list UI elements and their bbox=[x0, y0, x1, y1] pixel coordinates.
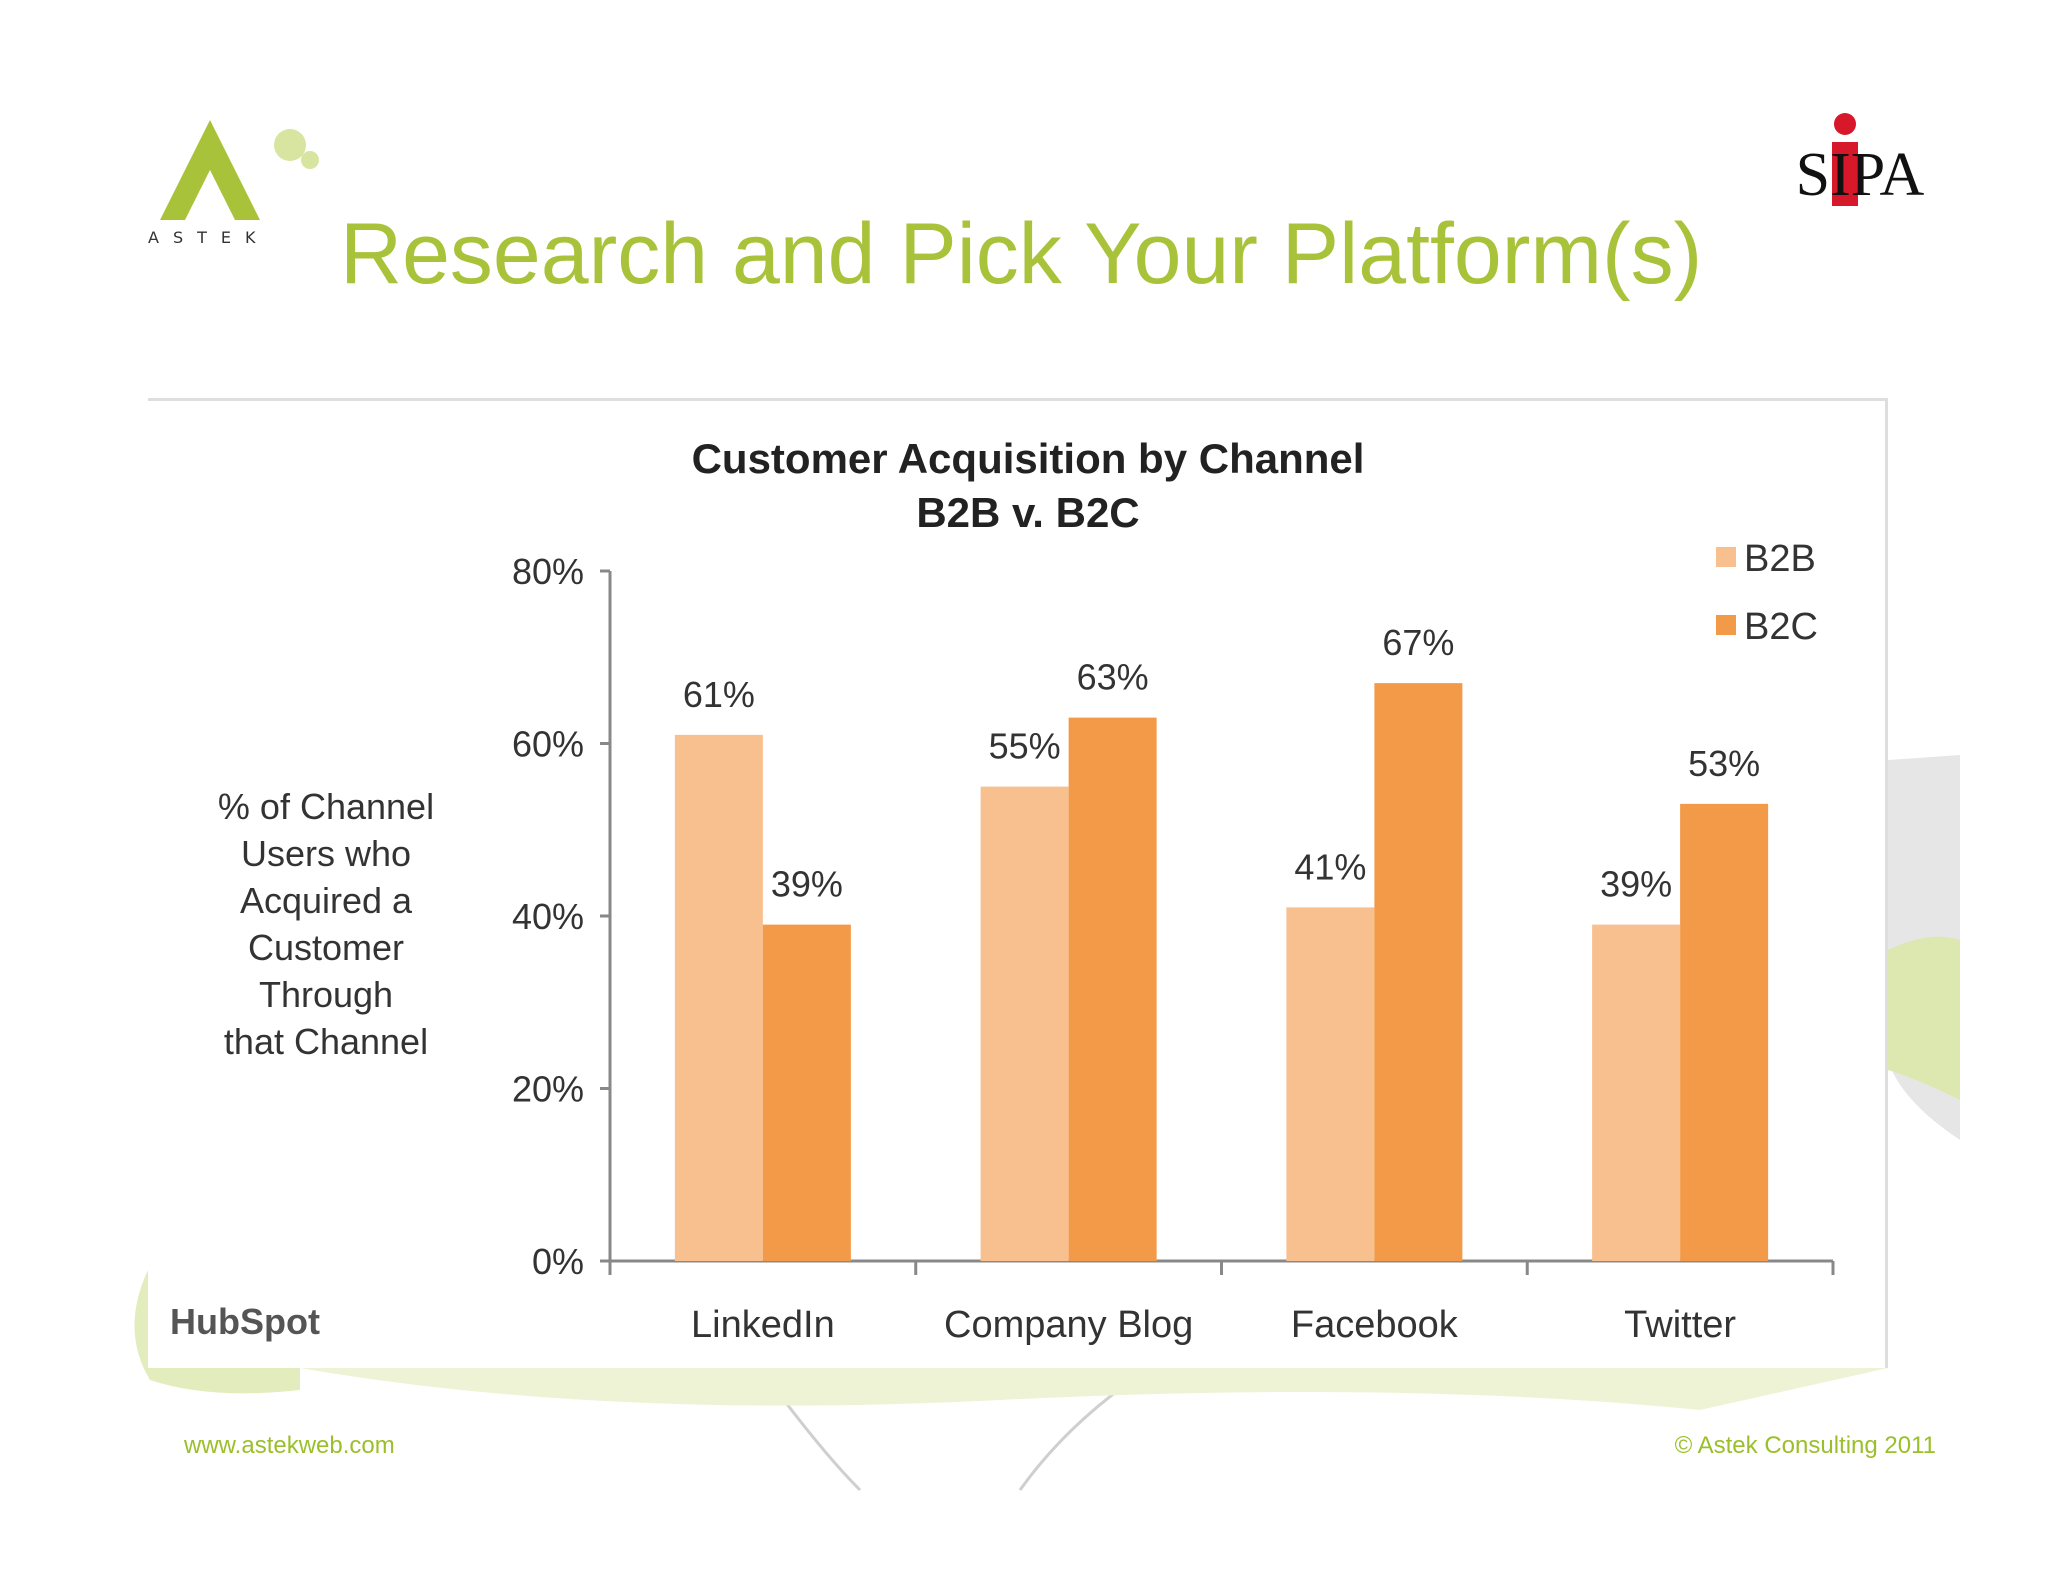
bar-data-label: 67% bbox=[1382, 622, 1454, 663]
x-category-label: Facebook bbox=[1291, 1304, 1459, 1346]
chart-subtitle: B2B v. B2C bbox=[916, 489, 1139, 536]
y-axis-label-line: Through bbox=[259, 974, 393, 1015]
legend-label-b2c: B2C bbox=[1744, 606, 1818, 648]
bar-data-label: 39% bbox=[1600, 864, 1672, 905]
legend-label-b2b: B2B bbox=[1744, 538, 1816, 580]
y-tick-label: 40% bbox=[512, 896, 584, 937]
bar-b2c bbox=[1374, 683, 1463, 1261]
bar-data-label: 39% bbox=[771, 864, 843, 905]
y-tick-label: 60% bbox=[512, 724, 584, 765]
legend-swatch-b2b bbox=[1716, 547, 1736, 567]
y-axis-label-line: that Channel bbox=[224, 1021, 428, 1062]
bar-b2b bbox=[674, 734, 763, 1261]
bar-b2b bbox=[1592, 924, 1681, 1261]
y-tick-label: 0% bbox=[532, 1241, 584, 1282]
bar-data-label: 53% bbox=[1688, 743, 1760, 784]
hubspot-logo: HubSpot bbox=[170, 1301, 320, 1342]
bar-b2c bbox=[1680, 803, 1769, 1261]
x-category-label: Twitter bbox=[1624, 1304, 1736, 1346]
astek-logo-text: ASTEK bbox=[148, 228, 270, 247]
y-axis-label-line: % of Channel bbox=[218, 786, 434, 827]
y-axis-label-line: Users who bbox=[241, 833, 411, 874]
sipa-logo-text: SIPA bbox=[1796, 141, 1925, 209]
chart-title: Customer Acquisition by Channel bbox=[692, 435, 1365, 482]
bar-b2c bbox=[1068, 717, 1157, 1261]
astek-logo-icon bbox=[160, 120, 319, 220]
y-tick-label: 80% bbox=[512, 551, 584, 592]
chart-panel: Customer Acquisition by Channel B2B v. B2… bbox=[148, 398, 1888, 1368]
bar-data-label: 55% bbox=[989, 726, 1061, 767]
bar-b2b bbox=[1286, 907, 1375, 1261]
x-category-label: LinkedIn bbox=[691, 1304, 835, 1346]
footer-website: www.astekweb.com bbox=[184, 1432, 395, 1459]
decor-swoosh-right-green bbox=[1888, 936, 1960, 1100]
bar-data-label: 61% bbox=[683, 674, 755, 715]
y-axis-label-line: Customer bbox=[248, 927, 404, 968]
slide-title: Research and Pick Your Platform(s) bbox=[340, 206, 1703, 302]
x-category-label: Company Blog bbox=[944, 1304, 1193, 1346]
y-tick-label: 20% bbox=[512, 1069, 584, 1110]
bar-b2c bbox=[762, 924, 851, 1261]
legend-swatch-b2c bbox=[1716, 615, 1736, 635]
bar-data-label: 41% bbox=[1294, 846, 1366, 887]
bar-chart: Customer Acquisition by Channel B2B v. B2… bbox=[218, 435, 1835, 1346]
sipa-logo-icon: SIPA bbox=[1796, 113, 1925, 209]
y-axis-label-line: Acquired a bbox=[240, 880, 413, 921]
bar-data-label: 63% bbox=[1077, 657, 1149, 698]
bar-b2b bbox=[980, 786, 1069, 1261]
decor-green-band bbox=[300, 1368, 1888, 1410]
footer-copyright: © Astek Consulting 2011 bbox=[1674, 1432, 1936, 1459]
